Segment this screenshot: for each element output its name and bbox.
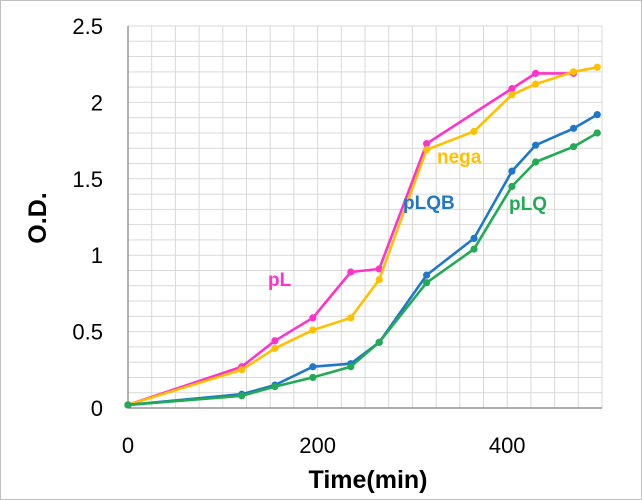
data-point-plq — [124, 401, 132, 409]
series-label-plq: pLQ — [509, 194, 547, 215]
series-line-nega — [127, 66, 598, 407]
data-point-plq — [423, 279, 431, 287]
data-point-plq — [532, 158, 540, 166]
data-point-plqb — [309, 363, 317, 371]
data-point-pl — [309, 314, 317, 322]
data-point-plqb — [508, 167, 516, 175]
axes — [127, 26, 602, 409]
x-tick-label: 200 — [299, 433, 336, 458]
data-point-pl — [375, 265, 383, 273]
gridlines — [127, 25, 603, 409]
data-point-nega — [271, 344, 279, 353]
data-point-plqb — [423, 271, 431, 279]
data-point-plq — [508, 182, 516, 191]
series-label-pl: pL — [268, 270, 292, 291]
data-point-plqb — [470, 234, 478, 242]
x-tick-label: 0 — [122, 433, 134, 458]
tick-labels: 0 0.5 1 1.5 2 2.5 0 200 400 — [72, 14, 525, 458]
data-point-nega — [423, 146, 431, 154]
series-pl — [124, 69, 578, 409]
data-point-pl — [532, 69, 540, 77]
y-tick-label: 1.5 — [72, 167, 103, 192]
y-tick-label: 2.5 — [72, 14, 103, 39]
series-line-pl — [127, 72, 574, 407]
data-point-nega — [470, 127, 478, 136]
data-point-nega — [508, 91, 516, 99]
series-plqb — [124, 111, 601, 409]
data-point-nega — [532, 80, 540, 88]
data-point-nega — [593, 63, 601, 71]
data-point-plq — [593, 129, 601, 137]
data-point-pl — [271, 337, 279, 345]
y-tick-label: 0.5 — [72, 320, 103, 345]
data-point-plqb — [532, 141, 540, 149]
data-point-plq — [309, 373, 317, 382]
data-point-nega — [375, 276, 383, 284]
y-tick-label: 0 — [91, 396, 103, 421]
series-line-plq — [127, 131, 598, 407]
data-point-nega — [569, 68, 578, 76]
y-tick-label: 1 — [91, 243, 103, 268]
series-label-plqb: pLQB — [403, 193, 455, 214]
data-point-pl — [508, 85, 516, 93]
series-nega — [124, 63, 601, 409]
data-point-plq — [470, 245, 478, 253]
data-point-plq — [238, 392, 246, 400]
series-plq — [124, 129, 601, 409]
data-point-nega — [347, 314, 355, 322]
y-tick-label: 2 — [91, 90, 103, 115]
data-point-pl — [347, 268, 355, 276]
y-axis-title: O.D. — [24, 192, 52, 243]
series-layer — [124, 63, 601, 409]
data-point-pl — [423, 140, 431, 148]
series-line-plqb — [127, 113, 598, 407]
data-point-nega — [309, 326, 317, 334]
data-point-nega — [238, 366, 246, 374]
data-point-plq — [375, 338, 383, 346]
data-point-plq — [569, 143, 578, 151]
data-point-plq — [271, 383, 279, 391]
data-point-plqb — [593, 111, 601, 119]
data-point-plq — [347, 363, 355, 371]
x-axis-title: Time(min) — [309, 466, 428, 494]
series-label-nega: nega — [437, 147, 482, 168]
data-point-plqb — [569, 124, 578, 132]
x-tick-label: 400 — [489, 433, 526, 458]
